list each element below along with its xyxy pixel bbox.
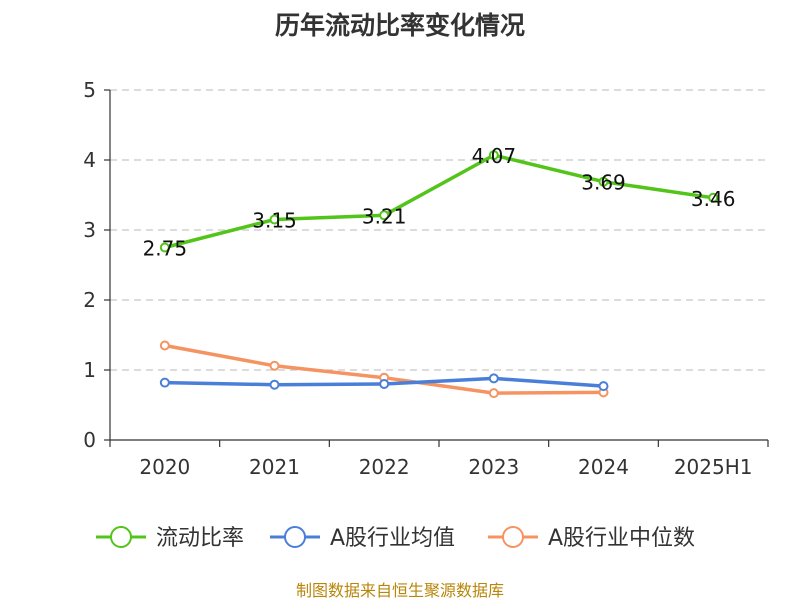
legend-marker-icon bbox=[502, 526, 524, 548]
data-label: 3.69 bbox=[581, 171, 626, 195]
data-point bbox=[269, 214, 280, 225]
data-label: 3.15 bbox=[252, 209, 297, 233]
y-tick-label: 0 bbox=[83, 428, 96, 452]
legend-label: A股行业中位数 bbox=[548, 526, 695, 551]
data-label: 3.21 bbox=[362, 204, 407, 228]
data-labels: 2.75 3.15 3.21 4.07 3.69 3.46 bbox=[143, 144, 736, 260]
y-tick-label: 2 bbox=[83, 288, 96, 312]
legend-label: 流动比率 bbox=[156, 526, 244, 551]
data-point bbox=[379, 210, 390, 221]
x-tick-label: 2020 bbox=[139, 455, 190, 479]
data-point bbox=[488, 373, 499, 384]
series-line-0 bbox=[164, 153, 714, 250]
legend-item-0[interactable]: 流动比率 bbox=[96, 526, 244, 551]
grid bbox=[110, 89, 768, 371]
legend-label: A股行业均值 bbox=[330, 526, 455, 551]
data-point bbox=[159, 242, 170, 253]
y-tick-label: 1 bbox=[83, 358, 96, 382]
data-point bbox=[159, 377, 170, 388]
x-tick-label: 2024 bbox=[578, 455, 629, 479]
data-label: 4.07 bbox=[472, 144, 517, 168]
data-label: 2.75 bbox=[143, 237, 188, 261]
x-tick-label: 2021 bbox=[249, 455, 300, 479]
data-point bbox=[598, 176, 609, 187]
x-tick-label: 2025H1 bbox=[674, 455, 753, 479]
x-tick-label: 2022 bbox=[359, 455, 410, 479]
data-point bbox=[488, 388, 499, 399]
y-tick-label: 4 bbox=[83, 148, 96, 172]
y-tick-label: 3 bbox=[83, 218, 96, 242]
data-point bbox=[708, 192, 719, 203]
legend-marker-icon bbox=[284, 526, 306, 548]
series bbox=[159, 150, 719, 399]
data-label: 3.46 bbox=[691, 187, 736, 211]
legend-marker-icon bbox=[110, 526, 132, 548]
legend-item-1[interactable]: A股行业均值 bbox=[270, 526, 455, 551]
y-tick-label: 5 bbox=[83, 78, 96, 102]
legend: 流动比率 A股行业均值 A股行业中位数 bbox=[96, 526, 695, 551]
legend-item-2[interactable]: A股行业中位数 bbox=[488, 526, 695, 551]
data-point bbox=[269, 360, 280, 371]
chart-title: 历年流动比率变化情况 bbox=[275, 11, 525, 40]
x-tick-label: 2023 bbox=[468, 455, 519, 479]
axes: 0 1 2 3 4 5 2020 2021 2022 2023 2024 2025H1 bbox=[83, 78, 769, 479]
source-note: 制图数据来自恒生聚源数据库 bbox=[296, 581, 504, 600]
data-point bbox=[269, 379, 280, 390]
data-point bbox=[488, 150, 499, 161]
data-point bbox=[159, 340, 170, 351]
data-point bbox=[598, 381, 609, 392]
data-point bbox=[379, 379, 390, 389]
